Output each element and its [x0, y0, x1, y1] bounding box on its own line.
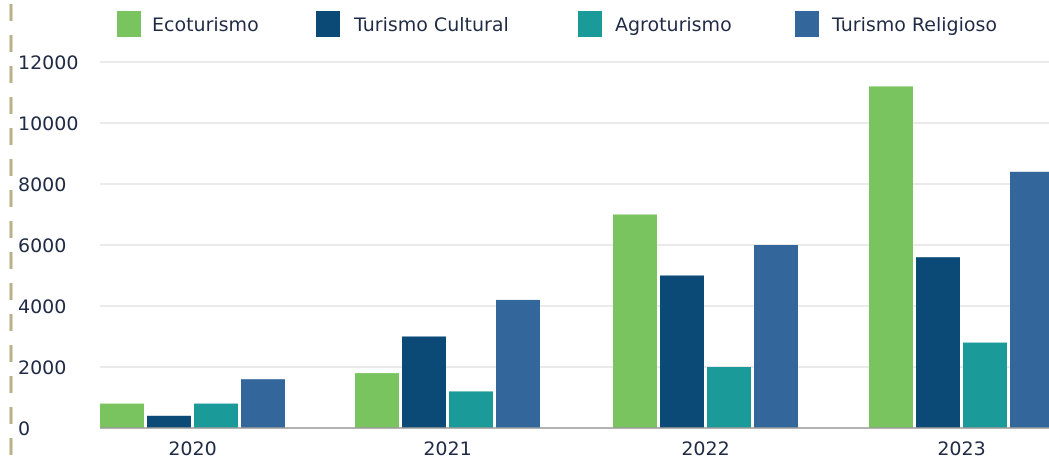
bar	[147, 416, 191, 428]
bar	[449, 391, 493, 428]
legend-swatch	[117, 11, 141, 37]
legend-label: Agroturismo	[615, 14, 732, 36]
x-tick-label: 2022	[681, 438, 729, 458]
bar	[660, 276, 704, 429]
bar	[241, 379, 285, 428]
bar	[194, 404, 238, 428]
legend-swatch	[316, 11, 340, 37]
y-tick-label: 0	[18, 418, 30, 440]
bar	[1010, 172, 1049, 428]
bar	[496, 300, 540, 428]
bar	[100, 404, 144, 428]
bar	[869, 86, 913, 428]
x-tick-label: 2023	[937, 438, 985, 458]
y-tick-label: 12000	[18, 52, 78, 74]
legend-swatch	[795, 11, 819, 37]
legend-label: Ecoturismo	[152, 14, 259, 36]
bar	[613, 215, 657, 429]
bar	[963, 343, 1007, 428]
y-axis: 0 2000 4000 6000 8000 10000 12000	[18, 52, 78, 440]
bar	[916, 257, 960, 428]
y-tick-label: 6000	[18, 235, 66, 257]
y-tick-label: 4000	[18, 296, 66, 318]
x-tick-label: 2021	[423, 438, 471, 458]
bars	[100, 86, 1049, 428]
y-tick-label: 10000	[18, 113, 78, 135]
legend-label: Turismo Cultural	[353, 14, 509, 36]
bar	[707, 367, 751, 428]
x-axis: 2020 2021 2022 2023	[168, 438, 985, 458]
bar	[754, 245, 798, 428]
x-tick-label: 2020	[168, 438, 216, 458]
legend-swatch	[578, 11, 602, 37]
bar	[402, 337, 446, 429]
y-tick-label: 2000	[18, 357, 66, 379]
legend-label: Turismo Religioso	[831, 14, 997, 36]
bar	[355, 373, 399, 428]
legend: Ecoturismo Turismo Cultural Agroturismo Tur…	[117, 11, 997, 37]
y-tick-label: 8000	[18, 174, 66, 196]
